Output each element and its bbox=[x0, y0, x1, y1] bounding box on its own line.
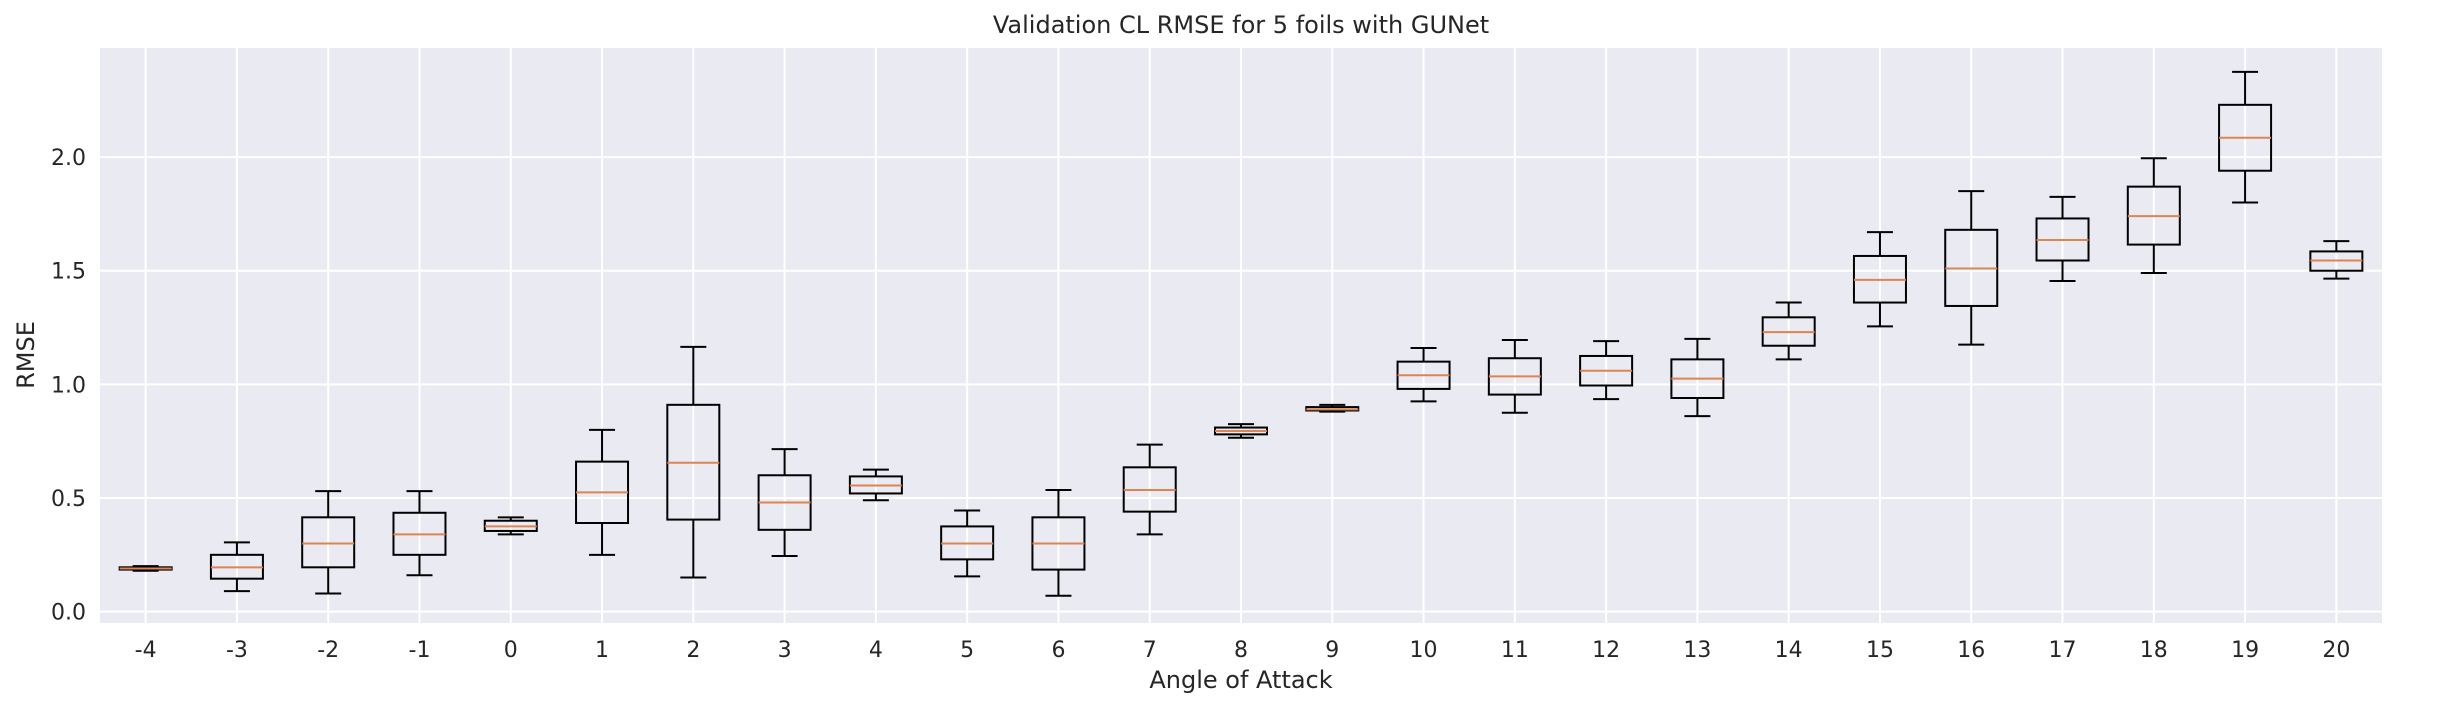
y-tick-label: 0.5 bbox=[51, 487, 86, 512]
x-tick-label: 12 bbox=[1592, 638, 1620, 663]
box-16 bbox=[1944, 190, 1999, 346]
x-tick-label: 19 bbox=[2231, 638, 2259, 663]
box-4 bbox=[848, 468, 903, 502]
x-tick-label: 8 bbox=[1234, 638, 1248, 663]
box-20 bbox=[2309, 240, 2364, 280]
box-2 bbox=[666, 345, 721, 579]
x-tick-label: 14 bbox=[1775, 638, 1803, 663]
x-tick-label: 9 bbox=[1325, 638, 1339, 663]
box-19 bbox=[2218, 70, 2273, 204]
x-tick-label: 10 bbox=[1410, 638, 1438, 663]
box-11 bbox=[1487, 339, 1542, 414]
x-tick-label: 20 bbox=[2322, 638, 2350, 663]
x-tick-label: 3 bbox=[778, 638, 792, 663]
box-3 bbox=[757, 448, 812, 557]
chart-title: Validation CL RMSE for 5 foils with GUNe… bbox=[993, 11, 1489, 39]
box-9 bbox=[1305, 403, 1360, 413]
box-8 bbox=[1214, 423, 1268, 439]
iqr-box bbox=[301, 516, 356, 569]
y-tick-label: 1.5 bbox=[51, 260, 86, 285]
x-tick-label: -3 bbox=[226, 638, 248, 663]
x-tick-label: 0 bbox=[504, 638, 518, 663]
x-tick-label: 5 bbox=[960, 638, 974, 663]
box-12 bbox=[1579, 340, 1634, 401]
x-tick-label: -2 bbox=[317, 638, 339, 663]
x-tick-label: 13 bbox=[1683, 638, 1711, 663]
box-1 bbox=[575, 428, 630, 556]
x-tick-label: -4 bbox=[135, 638, 157, 663]
box-17 bbox=[2035, 195, 2090, 282]
x-tick-label: 6 bbox=[1051, 638, 1065, 663]
box-13 bbox=[1670, 337, 1725, 418]
x-axis-label: Angle of Attack bbox=[1149, 666, 1332, 694]
x-tick-label: 7 bbox=[1143, 638, 1157, 663]
box-5 bbox=[940, 509, 995, 578]
y-tick-label: 1.0 bbox=[51, 373, 86, 398]
x-tick-label: 4 bbox=[869, 638, 883, 663]
y-axis-label: RMSE bbox=[12, 321, 40, 389]
box--1 bbox=[392, 490, 447, 577]
box-15 bbox=[1852, 231, 1907, 328]
x-tick-label: 1 bbox=[595, 638, 609, 663]
y-tick-label: 2.0 bbox=[51, 146, 86, 171]
x-tick-label: 2 bbox=[686, 638, 700, 663]
box-18 bbox=[2126, 157, 2181, 274]
box--4 bbox=[118, 565, 173, 572]
x-tick-label: 17 bbox=[2049, 638, 2077, 663]
x-tick-label: -1 bbox=[409, 638, 431, 663]
box-7 bbox=[1122, 443, 1177, 536]
box-0 bbox=[483, 516, 538, 536]
x-tick-label: 11 bbox=[1501, 638, 1529, 663]
box--2 bbox=[301, 490, 356, 595]
x-tick-label: 16 bbox=[1957, 638, 1985, 663]
x-tick-labels: -4 -3 -2 -1 0 1 2 3 4 5 6 7 8 9 10 11 12 13 14 15 16 17 18 19 20 bbox=[135, 638, 2351, 663]
y-tick-label: 0.0 bbox=[51, 601, 86, 626]
box--3 bbox=[209, 541, 264, 593]
box-6 bbox=[1031, 489, 1086, 597]
x-tick-label: 18 bbox=[2140, 638, 2168, 663]
y-tick-labels: 0.0 0.5 1.0 1.5 2.0 bbox=[51, 146, 86, 626]
box-14 bbox=[1761, 301, 1816, 361]
boxes bbox=[118, 70, 2364, 597]
x-tick-label: 15 bbox=[1866, 638, 1894, 663]
box-10 bbox=[1396, 347, 1451, 403]
